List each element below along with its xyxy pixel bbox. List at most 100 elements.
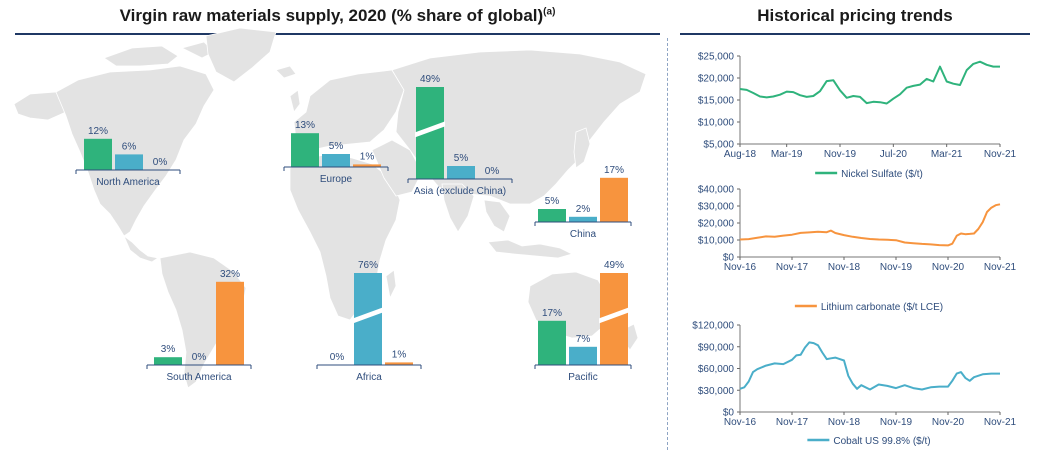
lithium-carbonate-t-lce-xtick-label: Nov-17 (776, 262, 809, 273)
lithium-carbonate-t-lce-ytick-label: $20,000 (698, 219, 735, 230)
lithium-carbonate-t-lce-xtick-label: Nov-16 (724, 262, 757, 273)
asia-exclude-china-cobalt-bar (447, 166, 475, 179)
cobalt-us-99-8-t-xtick-label: Nov-17 (776, 417, 809, 428)
map-madagascar (385, 269, 397, 300)
nickel-sulfate-t-ytick-label: $15,000 (698, 96, 735, 107)
panel-divider (667, 38, 668, 450)
title-underline-right (680, 33, 1030, 35)
china-cobalt-bar (569, 216, 597, 222)
region-south-america: 3% 0% 32% South America (146, 269, 252, 383)
europe-lithium-value-label: 1% (360, 151, 375, 162)
europe-cobalt-bar (322, 154, 350, 167)
cobalt-us-99-8-t-xtick-label: Nov-19 (880, 417, 913, 428)
lithium-carbonate-t-lce-xtick-label: Nov-19 (880, 262, 913, 273)
cobalt-us-99-8-t-xtick-label: Nov-20 (932, 417, 965, 428)
europe-cobalt-value-label: 5% (329, 141, 344, 152)
lithium-carbonate-t-lce-xtick-label: Nov-21 (984, 262, 1017, 273)
region-pacific: 17% 7% 49% Pacific (534, 260, 632, 383)
europe-lithium-bar (353, 164, 381, 167)
south-america-nickel-bar (154, 357, 182, 365)
cobalt-us-99-8-t-xtick-label: Nov-16 (724, 417, 757, 428)
asia-exclude-china-cobalt-value-label: 5% (454, 153, 469, 164)
pacific-nickel-value-label: 17% (542, 308, 562, 319)
north-america-cobalt-value-label: 6% (122, 141, 137, 152)
nickel-sulfate-t-legend-label: Nickel Sulfate ($/t) (841, 169, 923, 180)
map-japan (573, 127, 591, 169)
asia-exclude-china-region-label: Asia (exclude China) (414, 186, 506, 197)
pacific-cobalt-value-label: 7% (576, 334, 591, 345)
nickel-sulfate-t-xtick-label: Nov-19 (824, 149, 857, 160)
south-america-nickel-value-label: 3% (161, 344, 176, 355)
region-north-america: 12% 6% 0% North America (75, 126, 181, 188)
nickel-sulfate-t-ytick-label: $5,000 (703, 140, 734, 151)
africa-lithium-bar (385, 362, 413, 365)
map-iceland (275, 65, 297, 79)
africa-cobalt-axis-break (353, 307, 383, 324)
pricing-trends-title: Historical pricing trends (757, 6, 953, 25)
nickel-sulfate-t-xtick-label: Jul-20 (880, 149, 908, 160)
region-africa: 0% 76% 1% Africa (316, 260, 422, 383)
africa-region-label: Africa (356, 372, 382, 383)
nickel-sulfate-t-xtick-label: Mar-21 (931, 149, 963, 160)
south-america-lithium-value-label: 32% (220, 269, 240, 280)
south-america-lithium-bar (216, 281, 244, 365)
nickel-sulfate-t-ytick-label: $20,000 (698, 74, 735, 85)
china-region-label: China (570, 229, 597, 240)
cobalt-us-99-8-t-ytick-label: $30,000 (698, 386, 735, 397)
africa-nickel-value-label: 0% (330, 352, 345, 363)
map-middle-east (371, 139, 423, 197)
lithium-carbonate-t-lce-ytick-label: $30,000 (698, 202, 735, 213)
pacific-cobalt-bar (569, 346, 597, 365)
lithium-carbonate-t-lce-legend-label: Lithium carbonate ($/t LCE) (821, 302, 943, 313)
cobalt-us-99-8-t-xtick-label: Nov-18 (828, 417, 861, 428)
map-greenland (205, 27, 277, 83)
cobalt-us-99-8-t-xtick-label: Nov-21 (984, 417, 1017, 428)
africa-cobalt-value-label: 76% (358, 260, 378, 271)
pacific-region-label: Pacific (568, 372, 597, 383)
map-india (441, 183, 475, 233)
region-europe: 13% 5% 1% Europe (283, 120, 389, 185)
title-underline-left (15, 33, 660, 35)
map-southeast-asia (483, 199, 511, 233)
world-supply-map: 12% 6% 0% North America 3% 0% 32% South America… (13, 27, 647, 389)
map-chart-title-text: Virgin raw materials supply, 2020 (% sha… (119, 6, 544, 25)
cobalt-us-99-8-t-legend-label: Cobalt US 99.8% ($/t) (833, 436, 930, 447)
map-asia (391, 49, 647, 205)
europe-nickel-bar (291, 133, 319, 167)
europe-region-label: Europe (320, 174, 353, 185)
map-indonesia (487, 239, 574, 259)
china-nickel-bar (538, 209, 566, 222)
nickel-sulfate-price-chart: $5,000 $10,000 $15,000 $20,000 $25,000 Aug-18… (698, 52, 1017, 181)
region-asia-exclude-china: 49% 5% 0% Asia (exclude China) (407, 74, 513, 197)
nickel-sulfate-t-ytick-label: $10,000 (698, 118, 735, 129)
asia-exclude-china-lithium-value-label: 0% (485, 166, 500, 177)
north-america-nickel-value-label: 12% (88, 126, 108, 137)
lithium-carbonate-t-lce-ytick-label: $40,000 (698, 185, 735, 196)
nickel-sulfate-t-ytick-label: $25,000 (698, 52, 735, 63)
china-nickel-value-label: 5% (545, 196, 560, 207)
asia-exclude-china-nickel-axis-break (415, 121, 445, 138)
regional-bar-groups: 12% 6% 0% North America 3% 0% 32% South America… (75, 74, 632, 383)
lithium-carbonate-t-lce-xtick-label: Nov-18 (828, 262, 861, 273)
lithium-carbonate-t-lce-series-line (739, 203, 1001, 247)
pacific-nickel-bar (538, 320, 566, 365)
nickel-sulfate-t-xtick-label: Mar-19 (771, 149, 803, 160)
africa-lithium-value-label: 1% (392, 349, 407, 360)
map-canada-islands (103, 41, 215, 67)
region-china: 5% 2% 17% China (534, 165, 632, 240)
lithium-carbonate-t-lce-ytick-label: $0 (723, 253, 735, 264)
pacific-lithium-axis-break (599, 307, 629, 324)
north-america-cobalt-bar (115, 154, 143, 170)
cobalt-us-99-8-t-ytick-label: $90,000 (698, 342, 735, 353)
cobalt-us-99-8-t-ytick-label: $120,000 (692, 321, 734, 332)
pacific-lithium-value-label: 49% (604, 260, 624, 271)
lithium-carbonate-t-lce-xtick-label: Nov-20 (932, 262, 965, 273)
cobalt-us-99-8-t-series-line (739, 341, 1000, 391)
north-america-lithium-value-label: 0% (153, 157, 168, 168)
lithium-carbonate-t-lce-ytick-label: $10,000 (698, 236, 735, 247)
north-america-nickel-bar (84, 138, 112, 170)
map-north-america (55, 65, 215, 237)
north-america-region-label: North America (96, 177, 160, 188)
map-chart-title: Virgin raw materials supply, 2020 (% sha… (15, 6, 660, 26)
asia-exclude-china-nickel-value-label: 49% (420, 74, 440, 85)
